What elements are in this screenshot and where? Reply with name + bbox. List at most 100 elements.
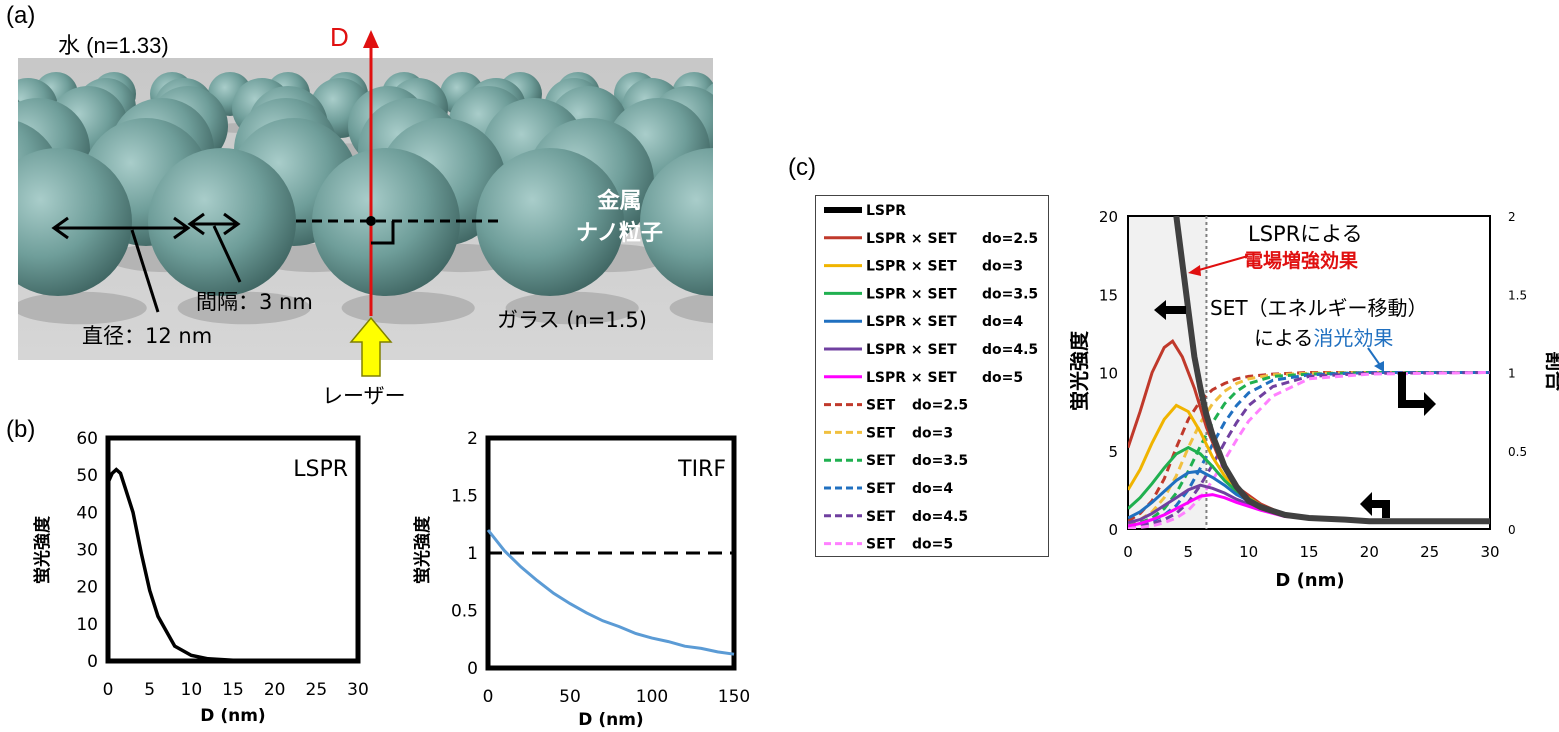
legend-label: SET [866,425,896,441]
y-tick-label: 15 [1099,286,1118,304]
sphere-shadow [18,291,147,325]
d-axis-label: D [330,22,349,52]
d-axis-arrowhead [363,30,379,48]
annotation-lspr-line2: 電場増強効果 [1244,250,1359,272]
legend-do-value: do=5 [912,537,953,553]
y2-axis-label: 割合 [1543,351,1559,392]
x-tick-label: 25 [1420,543,1439,561]
panel-c-label: (c) [788,154,816,181]
diameter-leader [130,229,160,313]
laser-arrow [349,316,393,377]
bottom-hook-arrow [1360,492,1390,518]
x-tick-label: 10 [181,680,203,700]
series-line [1128,371,1490,529]
legend-do-value: do=5 [982,370,1023,386]
particle-label: 金属 ナノ粒子 [576,186,663,250]
legend-label: LSPR × SET [866,231,957,247]
annotation-set-prefix: による [1254,326,1314,350]
legend-do-value: do=2.5 [912,398,968,414]
sphere-shadow [669,292,713,324]
y-tick-label: 20 [1099,208,1118,226]
sphere-shadow [341,291,475,325]
legend-label: LSPR [866,203,906,219]
legend-do-value: do=4 [912,481,953,497]
y2-tick-label: 1.5 [1508,288,1527,302]
tirf-chart: TIRF 蛍光強度 D (nm) 0 50 100 150 0 0.5 1 1.5 2 [412,429,750,730]
y-tick-label: 10 [1099,365,1118,383]
y-axis-label: 蛍光強度 [1070,330,1091,411]
center-dot [366,216,376,226]
nanoparticle-sphere [148,148,296,296]
legend-do-value: do=4 [982,314,1023,330]
annotation-set-line2: による消光効果 [1254,322,1393,351]
legend-do-value: do=3 [982,259,1023,275]
legend-label: LSPR × SET [866,314,957,330]
legend-label: SET [866,398,896,414]
y2-tick-label: 1 [1508,367,1516,381]
x-tick-label: 0 [1123,543,1133,561]
x-tick-label: 0 [483,687,494,707]
y-tick-label: 1.5 [451,487,478,507]
right-axis-arrow [1398,372,1436,416]
x-tick-label: 15 [222,680,244,700]
y2-tick-label: 0.5 [1508,445,1527,459]
y-tick-label: 2 [467,429,478,449]
legend-label: SET [866,453,896,469]
y-axis-label: 蛍光強度 [32,515,53,584]
legend-do-value: do=4.5 [982,342,1038,358]
lspr-series-line [106,467,358,663]
nanoparticle-sphere [640,148,713,296]
x-tick-label: 15 [1299,543,1318,561]
diameter-label: 直径：12 nm [82,324,213,348]
y2-tick-label: 0 [1508,523,1516,537]
x-axis-label: D (nm) [578,710,643,730]
legend-label: LSPR × SET [866,370,957,386]
annotation-set-colored: 消光効果 [1313,326,1394,350]
x-tick-label: 100 [636,687,668,707]
panel-b-label: (b) [6,416,36,443]
y-tick-label: 0 [87,652,98,672]
sphere-shadow [177,291,311,325]
particle-label-line1: 金属 [597,189,642,214]
x-tick-label: 10 [1239,543,1258,561]
series-line [1128,371,1490,523]
y-tick-label: 20 [76,578,98,598]
laser-label: レーザー [322,384,406,408]
x-tick-label: 25 [306,680,328,700]
chart-title: TIRF [677,457,726,482]
y-tick-label: 30 [76,541,98,561]
legend-label: LSPR × SET [866,342,957,358]
x-axis-label: D (nm) [200,706,265,726]
set-legend: LSPR LSPR × SET do=2.5 LSPR × SET do=3 LSPR ×… [815,195,1049,557]
legend-label: SET [866,509,896,525]
lspr-pointer [1191,255,1249,273]
x-tick-label: 5 [1184,543,1194,561]
y2-tick-label: 2 [1508,210,1516,224]
legend-label: SET [866,481,896,497]
y-tick-label: 5 [1108,443,1118,461]
set-chart: 蛍光強度 割合 D (nm) 0 5 10 15 20 25 30 0 5 10 15 20 0 0.5 1… [1070,208,1559,591]
legend-label: SET [866,537,896,553]
y-tick-label: 0.5 [451,602,478,622]
y-tick-label: 1 [467,544,478,564]
x-tick-label: 30 [1480,543,1499,561]
y-tick-label: 60 [76,429,98,449]
series-line [1128,371,1490,526]
left-axis-arrow [1154,300,1186,320]
tirf-series-line [486,529,735,656]
legend-do-value: do=3 [912,425,953,441]
x-axis-label: D (nm) [1275,570,1344,591]
y-tick-label: 40 [76,503,98,523]
water-label: 水 (n=1.33) [58,33,169,58]
right-angle-mark [371,221,395,245]
legend-do-value: do=4.5 [912,509,968,525]
x-tick-label: 5 [144,680,155,700]
lspr-chart: LSPR 蛍光強度 D (nm) 0 5 10 15 20 25 30 0 10 20 30 40 50… [32,429,369,726]
x-tick-label: 20 [1360,543,1379,561]
y-tick-label: 50 [76,466,98,486]
x-tick-label: 0 [103,680,114,700]
panel-c-arrows [1154,255,1436,518]
y-tick-label: 10 [76,615,98,635]
sphere-shadow [505,291,639,325]
chart-title: LSPR [293,457,348,482]
